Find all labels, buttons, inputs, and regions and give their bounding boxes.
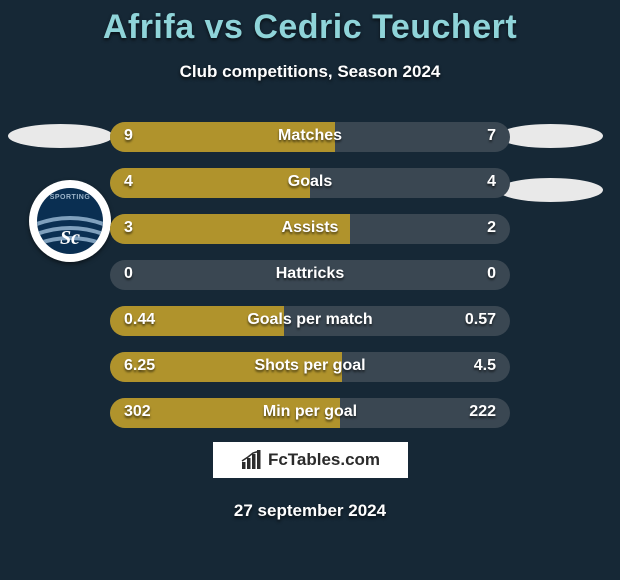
stat-label: Hattricks bbox=[110, 265, 510, 283]
stat-label: Shots per goal bbox=[110, 357, 510, 375]
chart-icon bbox=[241, 450, 263, 470]
stat-right-value: 2 bbox=[487, 219, 496, 237]
page-title: Afrifa vs Cedric Teuchert bbox=[0, 8, 620, 47]
player-right-avatar-placeholder-2 bbox=[498, 178, 603, 202]
stat-label: Matches bbox=[110, 127, 510, 145]
background bbox=[0, 0, 620, 580]
stat-right-value: 222 bbox=[469, 403, 496, 421]
stat-left-value: 4 bbox=[124, 173, 133, 191]
club-badge-inner: SPORTING Sc bbox=[37, 188, 103, 254]
player-left-avatar-placeholder bbox=[8, 124, 113, 148]
date-text: 27 september 2024 bbox=[0, 501, 620, 521]
stat-left-value: 3 bbox=[124, 219, 133, 237]
stat-right-value: 4 bbox=[487, 173, 496, 191]
stat-row: Goals per match0.44 0.57 bbox=[110, 306, 510, 336]
stat-right-value: 4.5 bbox=[474, 357, 496, 375]
club-sc-text: Sc bbox=[60, 228, 80, 248]
stat-label: Assists bbox=[110, 219, 510, 237]
watermark: FcTables.com bbox=[213, 442, 408, 478]
stat-row: Matches9 7 bbox=[110, 122, 510, 152]
stat-label: Goals bbox=[110, 173, 510, 191]
club-badge: SPORTING Sc bbox=[29, 180, 111, 262]
stat-row: Shots per goal6.25 4.5 bbox=[110, 352, 510, 382]
stat-right-value: 0 bbox=[487, 265, 496, 283]
stat-row: Min per goal302 222 bbox=[110, 398, 510, 428]
stat-right-value: 0.57 bbox=[465, 311, 496, 329]
stat-left-value: 0.44 bbox=[124, 311, 155, 329]
player-right-avatar-placeholder-1 bbox=[498, 124, 603, 148]
stat-row: Goals4 4 bbox=[110, 168, 510, 198]
stat-right-value: 7 bbox=[487, 127, 496, 145]
stat-left-value: 302 bbox=[124, 403, 151, 421]
club-name-text: SPORTING bbox=[50, 194, 91, 201]
stat-row: Hattricks0 0 bbox=[110, 260, 510, 290]
stat-label: Min per goal bbox=[110, 403, 510, 421]
stat-row: Assists3 2 bbox=[110, 214, 510, 244]
stat-left-value: 0 bbox=[124, 265, 133, 283]
subtitle: Club competitions, Season 2024 bbox=[0, 62, 620, 82]
watermark-text: FcTables.com bbox=[268, 450, 380, 470]
stat-left-value: 9 bbox=[124, 127, 133, 145]
stat-label: Goals per match bbox=[110, 311, 510, 329]
stat-left-value: 6.25 bbox=[124, 357, 155, 375]
